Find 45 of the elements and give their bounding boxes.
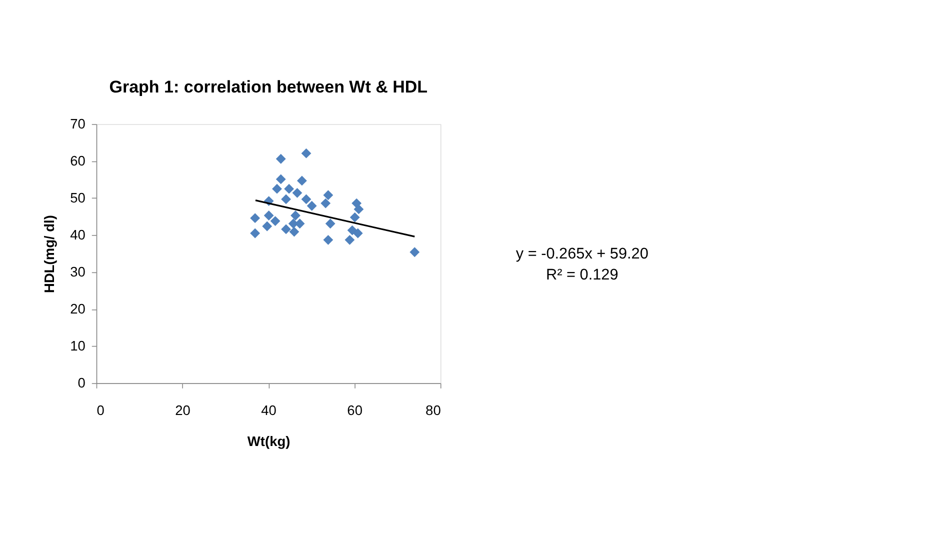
point: [410, 247, 420, 258]
y-tick-label: 70: [70, 116, 86, 132]
x-tick-label: 20: [175, 403, 191, 418]
point: [306, 200, 317, 211]
point: [284, 184, 294, 194]
point: [262, 221, 272, 232]
point: [264, 210, 274, 220]
y-tick-label: 60: [70, 154, 86, 169]
point: [301, 194, 312, 204]
point: [325, 218, 336, 229]
point: [301, 148, 312, 158]
point: [292, 188, 302, 198]
text: y = -0.265x + 59.20: [516, 245, 648, 262]
point: [281, 194, 291, 204]
point: [320, 198, 331, 208]
x-tick-label: 60: [347, 403, 363, 418]
point: [352, 228, 363, 238]
point: [290, 210, 300, 220]
y-tick-label: 10: [70, 338, 86, 354]
point: [250, 228, 260, 238]
point: [323, 190, 334, 200]
point: [250, 213, 260, 224]
point: [276, 154, 286, 164]
x-tick-label: 40: [261, 403, 277, 418]
y-tick-label: 30: [70, 264, 86, 280]
text: R² = 0.129: [546, 266, 618, 284]
chart-title: Graph 1: correlation between Wt & HDL: [109, 78, 428, 96]
point: [350, 212, 360, 222]
point: [289, 226, 300, 237]
point: [270, 216, 280, 226]
point: [281, 224, 291, 234]
point: [296, 176, 307, 186]
y-axis-title: HDL(mg/ dl): [42, 215, 57, 293]
x-tick-label: 80: [426, 403, 442, 418]
x-axis-title: Wt(kg): [247, 434, 290, 449]
point: [276, 174, 286, 184]
y-tick-label: 0: [78, 376, 86, 391]
y-tick-label: 40: [70, 228, 86, 243]
x-tick-label: 0: [96, 403, 105, 418]
point: [272, 184, 282, 194]
point: [323, 234, 334, 245]
point: [344, 234, 355, 245]
y-tick-label: 20: [70, 302, 86, 317]
y-tick-label: 50: [70, 190, 86, 206]
point: [354, 204, 364, 214]
